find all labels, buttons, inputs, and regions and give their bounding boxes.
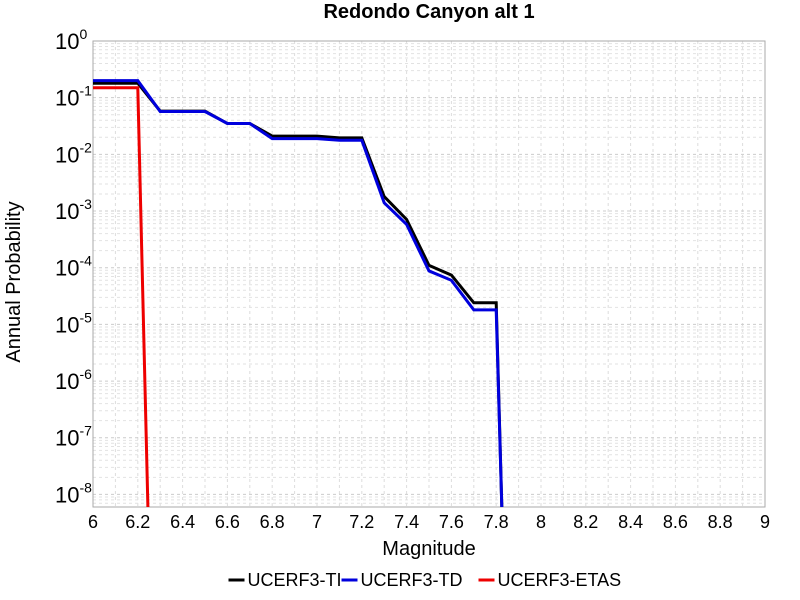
legend-label: UCERF3-TD [361,570,463,590]
x-tick-label: 7.6 [439,512,464,532]
x-tick-label: 6.4 [170,512,195,532]
x-tick-label: 6.2 [125,512,150,532]
y-axis-label: Annual Probability [3,201,25,362]
x-tick-label: 6 [88,512,98,532]
x-tick-label: 7.2 [349,512,374,532]
y-tick-label: 10-4 [55,253,92,281]
x-tick-label: 8 [536,512,546,532]
y-tick-label: 10-2 [55,139,92,167]
y-tick-label: 10-8 [55,479,92,507]
x-tick-label: 9 [760,512,770,532]
legend-label: UCERF3-TI [248,570,342,590]
x-tick-label: 8.4 [618,512,643,532]
x-tick-label: 7.4 [394,512,419,532]
x-axis-label: Magnitude [382,538,475,560]
x-tick-label: 8.8 [708,512,733,532]
x-tick-label: 7 [312,512,322,532]
legend-label: UCERF3-ETAS [498,570,622,590]
y-tick-label: 10-6 [55,366,92,394]
plot-area-border [92,40,766,508]
x-tick-label: 8.6 [663,512,688,532]
y-tick-label: 10-5 [55,309,92,337]
y-tick-label: 10-7 [55,423,92,451]
x-tick-label: 6.6 [215,512,240,532]
y-tick-label: 10-1 [55,83,92,111]
x-tick-label: 6.8 [260,512,285,532]
x-tick-label: 7.8 [484,512,509,532]
y-axis-ticks: 100 10-1 10-2 10-3 10-4 10-5 10-6 10-7 10-8 [55,26,92,507]
y-tick-label: 100 [55,26,87,54]
grid [92,40,766,508]
chart-title: Redondo Canyon alt 1 [323,1,534,23]
y-tick-label: 10-3 [55,196,92,224]
series-line-3 [93,86,150,507]
legend: UCERF3-TI UCERF3-TD UCERF3-ETAS [228,570,622,590]
x-tick-label: 8.2 [573,512,598,532]
series-line-2 [93,79,504,507]
series-lines [93,79,504,507]
x-axis-ticks: 6 6.2 6.4 6.6 6.8 7 7.2 7.4 7.6 7.8 8 8.2 8.4 8.6 8.8 9 [88,512,770,532]
